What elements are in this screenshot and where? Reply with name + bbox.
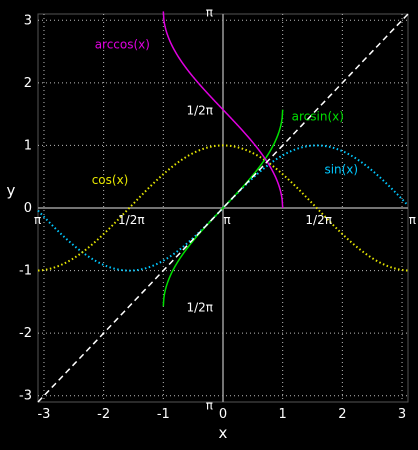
y-tick-label: -1	[19, 264, 32, 279]
pi-annotation: π	[206, 5, 213, 19]
pi-annotation: 1/2π	[186, 104, 213, 118]
arcsin-label: arcsin(x)	[292, 109, 344, 123]
arccos-label: arccos(x)	[95, 37, 150, 51]
pi-annotation: π	[409, 213, 416, 227]
x-tick-label: 2	[338, 407, 346, 422]
pi-annotation: π	[206, 399, 213, 413]
y-tick-label: 0	[24, 201, 32, 216]
pi-annotation: 1/2π	[305, 213, 332, 227]
labels: -3 -2 -1 0 1 2 3 -3 -2 -1 0 1 2 3 sin(x) cos(x) arcsin(x…	[19, 5, 416, 422]
pi-annotation: π	[223, 213, 230, 227]
curves	[37, 11, 409, 403]
y-tick-label: -2	[19, 326, 32, 341]
x-tick-label: -2	[97, 407, 110, 422]
pi-annotation: 1/2π	[186, 300, 213, 314]
y-tick-label: -3	[19, 389, 32, 404]
cos-label: cos(x)	[92, 173, 129, 187]
x-tick-label: 1	[279, 407, 287, 422]
sin-curve	[37, 144, 409, 272]
arcsin-curve	[162, 109, 284, 307]
y-tick-label: 3	[24, 13, 32, 28]
arccos-curve	[162, 11, 284, 209]
sin-label: sin(x)	[324, 163, 358, 177]
x-tick-label: 0	[219, 407, 227, 422]
pi-annotation: 1/2π	[118, 213, 145, 227]
x-tick-label: -3	[37, 407, 50, 422]
x-axis-label: x	[219, 424, 228, 442]
x-tick-label: -1	[157, 407, 170, 422]
y-axis-label: y	[7, 181, 16, 199]
cos-curve	[37, 144, 409, 272]
x-tick-label: 3	[398, 407, 406, 422]
pi-annotation: π	[34, 213, 41, 227]
y-tick-label: 2	[24, 76, 32, 91]
y-tick-label: 1	[24, 138, 32, 153]
